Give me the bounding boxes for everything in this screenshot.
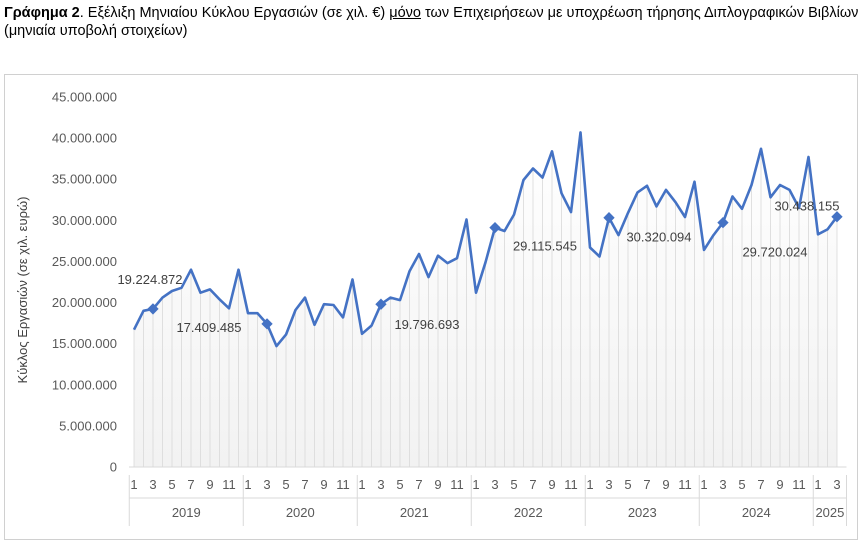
x-tick-month-label: 3: [833, 477, 840, 492]
x-tick-month-label: 3: [719, 477, 726, 492]
chart-caption: Γράφημα 2. Εξέλιξη Μηνιαίου Κύκλου Εργασ…: [4, 4, 864, 40]
x-tick-month-label: 9: [548, 477, 555, 492]
data-point-marker: [147, 303, 159, 315]
x-tick-month-label: 1: [700, 477, 707, 492]
x-tick-month-label: 11: [336, 477, 350, 492]
data-label: 29.115.545: [513, 239, 577, 254]
data-point-marker: [831, 211, 843, 223]
data-point-marker: [375, 298, 387, 310]
x-tick-month-label: 11: [222, 477, 236, 492]
x-tick-month-label: 7: [757, 477, 764, 492]
x-tick-month-label: 7: [187, 477, 194, 492]
data-label: 30.320.094: [626, 230, 691, 245]
x-tick-month-label: 7: [643, 477, 650, 492]
x-tick-month-label: 3: [605, 477, 612, 492]
x-tick-month-label: 9: [434, 477, 441, 492]
year-label: 2021: [400, 505, 429, 520]
year-label: 2024: [742, 505, 771, 520]
year-label: 2019: [172, 505, 201, 520]
year-label: 2023: [628, 505, 657, 520]
year-label: 2020: [286, 505, 315, 520]
data-point-marker: [603, 212, 615, 224]
y-tick-label: 45.000.000: [52, 90, 117, 105]
x-tick-month-label: 11: [450, 477, 464, 492]
x-tick-month-label: 1: [586, 477, 593, 492]
x-tick-month-label: 9: [320, 477, 327, 492]
series-line: [132, 131, 839, 348]
y-tick-label: 15.000.000: [52, 336, 117, 351]
x-tick-month-label: 3: [377, 477, 384, 492]
caption-text-2: των Επιχειρήσεων με υποχρέωση τήρησης Δι…: [4, 5, 859, 39]
caption-underlined: μόνο: [389, 5, 421, 21]
x-tick-month-label: 3: [149, 477, 156, 492]
x-tick-month-label: 9: [776, 477, 783, 492]
x-tick-month-label: 1: [358, 477, 365, 492]
x-tick-month-label: 11: [678, 477, 692, 492]
y-tick-label: 40.000.000: [52, 131, 117, 146]
x-tick-month-label: 9: [206, 477, 213, 492]
data-label: 19.796.693: [394, 317, 459, 332]
y-tick-label: 35.000.000: [52, 172, 117, 187]
x-tick-month-label: 5: [282, 477, 289, 492]
x-tick-month-label: 7: [529, 477, 536, 492]
caption-text-1: . Εξέλιξη Μηνιαίου Κύκλου Εργασιών (σε χ…: [79, 5, 390, 21]
x-tick-month-label: 11: [792, 477, 806, 492]
x-tick-month-label: 5: [738, 477, 745, 492]
data-label: 30.438.155: [774, 199, 839, 214]
year-label: 2025: [815, 505, 844, 520]
data-label: 29.720.024: [742, 245, 807, 260]
x-tick-month-label: 1: [472, 477, 479, 492]
x-tick-month-label: 1: [130, 477, 137, 492]
x-tick-month-label: 5: [510, 477, 517, 492]
x-tick-month-label: 1: [244, 477, 251, 492]
x-tick-month-label: 5: [624, 477, 631, 492]
x-tick-month-label: 7: [301, 477, 308, 492]
x-tick-month-label: 9: [662, 477, 669, 492]
x-tick-month-label: 7: [415, 477, 422, 492]
x-tick-month-label: 11: [564, 477, 578, 492]
y-tick-label: 5.000.000: [59, 418, 117, 433]
data-label: 19.224.872: [117, 272, 182, 287]
data-label: 17.409.485: [176, 320, 241, 335]
y-tick-label: 25.000.000: [52, 254, 117, 269]
y-tick-label: 30.000.000: [52, 213, 117, 228]
y-tick-label: 20.000.000: [52, 295, 117, 310]
caption-label: Γράφημα 2: [4, 5, 80, 21]
x-tick-month-label: 5: [396, 477, 403, 492]
year-label: 2022: [514, 505, 543, 520]
y-tick-label: 10.000.000: [52, 377, 117, 392]
data-point-marker: [261, 318, 273, 330]
x-tick-month-label: 3: [263, 477, 270, 492]
x-tick-month-label: 1: [814, 477, 821, 492]
x-tick-month-label: 5: [168, 477, 175, 492]
x-tick-month-label: 3: [491, 477, 498, 492]
y-axis-label: Κύκλος Εργασιών (σε χιλ. ευρώ): [15, 197, 30, 384]
y-tick-label: 0: [110, 460, 117, 475]
